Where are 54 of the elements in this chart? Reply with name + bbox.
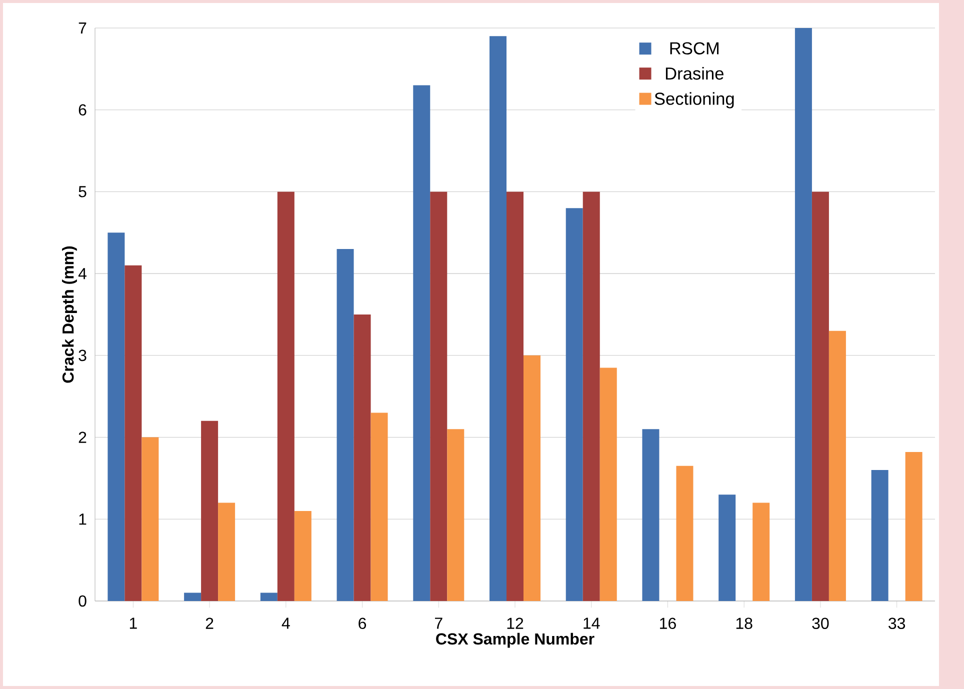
bar: [447, 429, 464, 601]
bar: [600, 368, 617, 601]
legend-label: Sectioning: [654, 92, 734, 108]
bar: [676, 466, 694, 601]
x-tick-label: 1: [130, 618, 137, 629]
bar: [184, 592, 202, 601]
bar: [871, 470, 888, 601]
x-tick-label: 18: [736, 618, 752, 630]
y-tick-label: 6: [78, 104, 86, 116]
bar: [905, 452, 922, 601]
x-axis-title: CSX Sample Number: [436, 632, 594, 648]
y-tick-label: 7: [78, 22, 86, 34]
y-tick-label: 3: [78, 350, 86, 362]
bar: [430, 192, 448, 601]
x-tick-label: 12: [507, 618, 524, 629]
bar: [490, 36, 507, 601]
bar: [582, 192, 600, 601]
bar: [124, 265, 142, 601]
y-tick-label: 2: [78, 432, 86, 443]
bar: [142, 437, 159, 601]
y-tick-label: 5: [78, 186, 86, 198]
x-tick-label: 2: [206, 618, 214, 629]
x-tick-label: 4: [282, 618, 290, 629]
bar: [524, 355, 540, 601]
bar: [566, 208, 583, 601]
x-tick-label: 7: [435, 618, 442, 629]
bar: [370, 412, 388, 601]
bar: [354, 314, 371, 601]
bar: [812, 192, 829, 601]
legend-label: Drasine: [666, 66, 724, 80]
bar: [828, 330, 846, 601]
x-tick-label: 16: [660, 618, 676, 630]
bar: [506, 192, 524, 601]
bar: [294, 510, 312, 601]
x-tick-label: 33: [888, 618, 906, 630]
x-tick-label: 30: [812, 618, 829, 630]
bar: [218, 502, 236, 601]
bar: [108, 232, 125, 601]
bar: [413, 85, 430, 601]
x-tick-label: 6: [358, 618, 366, 630]
legend-label: RSCM: [670, 42, 718, 54]
bar: [642, 429, 660, 601]
y-tick-label: 0: [78, 595, 86, 607]
x-tick-label: 14: [584, 618, 600, 629]
bar: [336, 249, 354, 601]
bar: [277, 192, 294, 601]
bar: [794, 28, 812, 601]
bar: [752, 502, 770, 601]
bar: [201, 420, 218, 601]
bar: [718, 494, 736, 601]
bar: [260, 592, 278, 601]
y-tick-label: 4: [78, 268, 86, 280]
y-axis-title: Crack Depth (mm): [62, 246, 77, 383]
y-tick-label: 1: [79, 514, 86, 525]
